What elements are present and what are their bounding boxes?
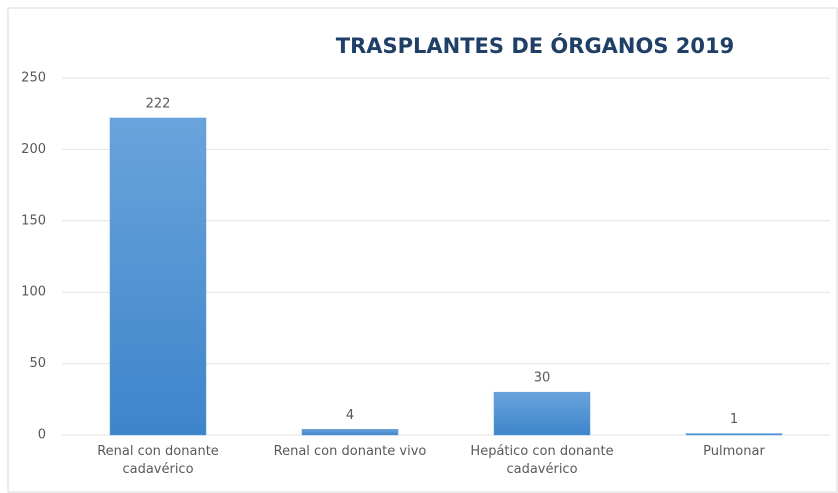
y-tick-label: 200 [21,142,46,157]
bar [109,117,207,436]
bar [301,429,399,436]
bar [493,391,591,436]
x-tick-label: Renal con donante vivo [273,444,427,459]
data-label: 4 [346,408,354,423]
x-tick-label-box: Renal con donante vivo [273,444,427,459]
y-tick-label: 0 [38,428,46,443]
x-tick-label: Hepático con donante cadavérico [470,444,614,477]
chart-title: TRASPLANTES DE ÓRGANOS 2019 [336,33,735,58]
data-label: 1 [730,412,738,427]
x-tick-label-box: Hepático con donante cadavérico [470,444,614,477]
y-tick-label: 150 [21,213,46,228]
data-label: 222 [146,96,171,111]
x-tick-label-box: Renal con donante cadavérico [97,444,219,477]
x-tick-label-box: Pulmonar [703,444,765,459]
x-tick-label: Pulmonar [703,444,765,459]
y-tick-label: 250 [21,71,46,86]
x-tick-label: Renal con donante cadavérico [97,444,219,477]
y-tick-label: 100 [21,285,46,300]
y-tick-label: 50 [29,356,46,371]
data-label: 30 [534,371,551,386]
bar [685,433,783,436]
